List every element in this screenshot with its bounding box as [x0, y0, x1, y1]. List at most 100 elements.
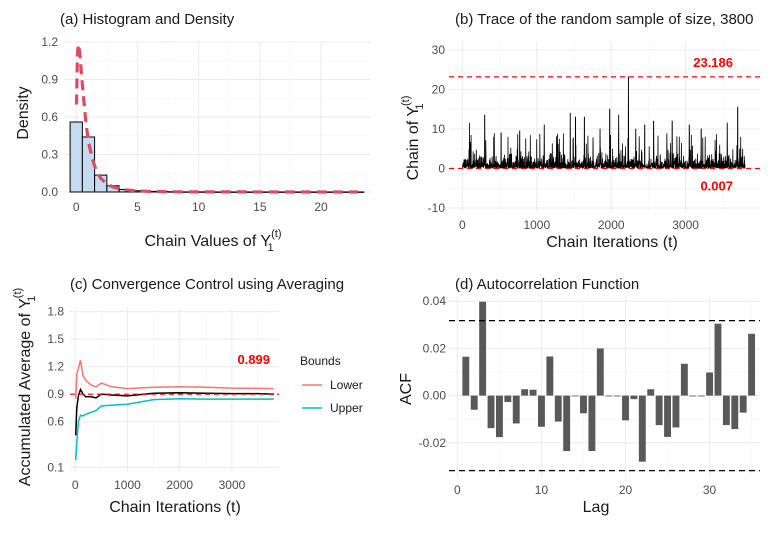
panel-c-legend: Bounds Lower Upper	[300, 354, 363, 415]
acf-bar	[471, 396, 478, 410]
acf-bar	[689, 396, 696, 397]
panel-b-ylabel-main: Chain of Y	[405, 106, 422, 181]
panel-b-xtick-label: 2000	[598, 218, 625, 232]
acf-bar	[555, 396, 562, 422]
acf-bar	[681, 364, 688, 396]
acf-bar	[731, 396, 738, 429]
acf-bar	[630, 396, 637, 400]
acf-bar	[597, 348, 604, 395]
acf-bar	[504, 396, 511, 402]
panel-a-ylabel: Density	[15, 86, 32, 139]
acf-bar	[563, 396, 570, 451]
panel-d-ylabel: ACF	[398, 373, 415, 405]
acf-bar	[572, 396, 579, 397]
panel-b-title: (b) Trace of the random sample of size, …	[455, 11, 753, 28]
panel-d-grid	[449, 297, 760, 477]
acf-bar	[521, 389, 528, 395]
acf-bar	[513, 396, 520, 424]
acf-bar	[479, 302, 486, 396]
panel-a-grid	[64, 42, 370, 192]
panel-a-xlabel-sup: (t)	[271, 228, 281, 240]
panel-a-title: (a) Histogram and Density	[60, 11, 235, 28]
acf-bar	[538, 396, 545, 427]
panel-a-histogram-bars	[70, 122, 364, 192]
panel-a-density-curve	[77, 45, 358, 193]
panel-a-ytick-label: 0.0	[41, 185, 58, 199]
panel-a-xlabel-sub: 1	[268, 242, 274, 254]
panel-d-ytick-label: 0.00	[423, 389, 447, 403]
panel-a-xtick-label: 20	[314, 200, 328, 214]
acf-bar	[706, 372, 713, 395]
legend-title: Bounds	[300, 354, 341, 368]
panel-c-ytick-label: 0.6	[47, 415, 64, 429]
panel-d-title: (d) Autocorrelation Function	[455, 276, 639, 293]
acf-bar	[546, 356, 553, 395]
panel-b-xtick-label: 1000	[523, 218, 550, 232]
histogram-bar	[70, 122, 82, 192]
panel-a-ytick-label: 1.2	[41, 35, 58, 49]
acf-bar	[622, 396, 629, 421]
panel-c-series-lines	[76, 360, 274, 460]
panel-b-ytick-label: -10	[428, 201, 446, 215]
acf-bar	[740, 396, 747, 413]
panel-c-ytick-label: 1.5	[47, 332, 64, 346]
panel-d-ytick-label: -0.02	[419, 436, 447, 450]
panel-b-xtick-label: 3000	[672, 218, 699, 232]
acf-bar	[605, 396, 612, 397]
panel-a-xtick-label: 5	[134, 200, 141, 214]
panel-c-xtick-label: 1000	[114, 478, 141, 492]
panel-histogram: (a) Histogram and Density 0.00.30.60.91.…	[15, 11, 370, 254]
panel-convergence: (c) Convergence Control using Averaging …	[12, 276, 363, 516]
panel-b-ytick-label: 0	[438, 162, 445, 176]
acf-bar	[748, 334, 755, 396]
acf-bar	[530, 390, 537, 396]
panel-c-ylabel-main: Accumulated Average of Y	[17, 298, 34, 486]
panel-a-xtick-label: 10	[192, 200, 206, 214]
panel-c-xlabel: Chain Iterations (t)	[109, 499, 241, 516]
panel-c-ytick-label: 0.9	[47, 387, 64, 401]
panel-a-xtick-label: 15	[253, 200, 267, 214]
acf-bar	[588, 396, 595, 451]
acf-bar	[488, 396, 495, 429]
acf-bar	[672, 396, 679, 428]
panel-c-ylabel-sup: (t)	[12, 288, 24, 298]
panel-a-xlabel-main: Chain Values of Y	[145, 233, 272, 250]
panel-b-trace-line	[463, 77, 746, 169]
panel-acf: (d) Autocorrelation Function -0.020.000.…	[398, 276, 760, 516]
panel-d-xlabel: Lag	[583, 499, 610, 516]
panel-b-ylabel: Chain of Y(t)1	[400, 96, 426, 181]
panel-b-ytick-label: 30	[432, 43, 446, 57]
acf-bar	[698, 396, 705, 397]
acf-bar	[462, 357, 469, 396]
acf-bar	[496, 396, 503, 438]
acf-bar	[647, 389, 654, 395]
panel-a-xtick-label: 0	[73, 200, 80, 214]
series-upper-line	[76, 399, 274, 460]
panel-c-xtick-label: 3000	[219, 478, 246, 492]
panel-c-grid	[70, 307, 279, 472]
panel-d-xtick-label: 10	[535, 483, 549, 497]
series-mean-line	[76, 390, 274, 436]
acf-bar	[614, 396, 621, 397]
legend-lower-label: Lower	[330, 378, 363, 392]
panel-c-ylabel-sub: 1	[26, 296, 38, 302]
legend-upper-label: Upper	[330, 401, 363, 415]
acf-bar	[723, 396, 730, 425]
acf-bar	[715, 324, 722, 396]
panel-d-xtick-label: 30	[703, 483, 717, 497]
reference-label: 0.899	[237, 352, 270, 367]
panel-b-xtick-label: 0	[459, 218, 466, 232]
panel-c-ytick-label: 0.1	[47, 460, 64, 474]
panel-b-ylabel-sup: (t)	[400, 96, 412, 106]
acf-bar	[580, 396, 587, 414]
panel-b-ytick-label: 10	[432, 122, 446, 136]
acf-bar	[639, 396, 646, 462]
acf-bar	[664, 396, 671, 437]
panel-d-acf-bars	[462, 302, 755, 462]
panel-c-ytick-label: 1.2	[47, 360, 64, 374]
panel-b-xlabel: Chain Iterations (t)	[546, 234, 678, 251]
